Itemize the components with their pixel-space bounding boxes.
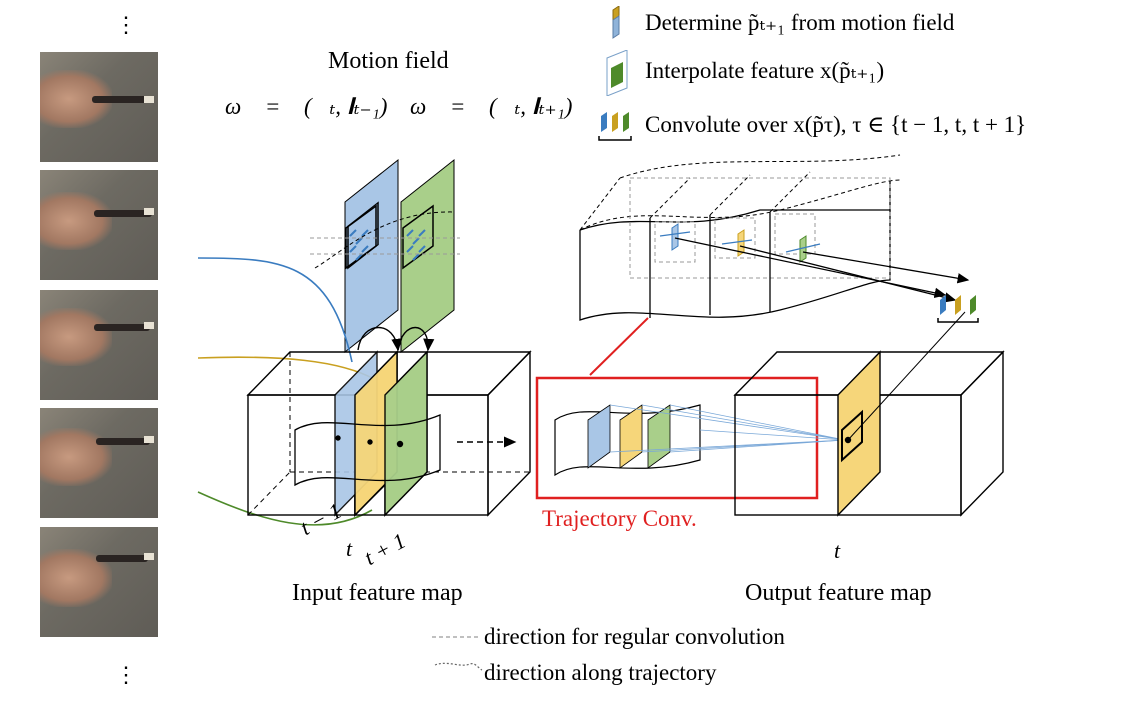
input-label-t: t bbox=[346, 536, 353, 561]
trajectory-conv-box bbox=[535, 317, 846, 500]
output-feature-map-label: Output feature map bbox=[745, 580, 932, 606]
video-frame-1 bbox=[40, 52, 158, 162]
regular-conv-legend-text: direction for regular convolution bbox=[484, 624, 785, 649]
input-feature-map-cube bbox=[246, 326, 532, 517]
output-feature-map-cube bbox=[733, 311, 1005, 517]
interpolate-icon bbox=[606, 50, 628, 96]
legend-determine-text: Determine p̃ₜ₊₁ from motion field bbox=[645, 10, 955, 35]
legend-interpolate-text: Interpolate feature x(p̃ₜ₊₁) bbox=[645, 58, 885, 83]
forward-flow-equation: ω⃗ = ℱ(𝐈ₜ, 𝐈ₜ₊₁) bbox=[410, 94, 573, 119]
input-feature-map-label: Input feature map bbox=[292, 580, 463, 606]
determine-icon bbox=[612, 6, 620, 39]
zoomed-trajectory-block bbox=[579, 154, 979, 323]
output-label-t: t bbox=[834, 538, 841, 563]
frames-bottom-ellipsis: ⋮ bbox=[115, 662, 137, 687]
video-frame-3 bbox=[40, 290, 158, 400]
motion-field-planes bbox=[310, 158, 460, 354]
video-frame-5 bbox=[40, 527, 158, 637]
convolute-icon bbox=[598, 112, 632, 141]
trajectory-line-sample bbox=[434, 662, 483, 671]
motion-field-title: Motion field bbox=[328, 48, 449, 74]
legend-convolute-text: Convolute over x(p̃τ), τ ∈ {t − 1, t, t … bbox=[645, 112, 1027, 137]
trajectory-legend-text: direction along trajectory bbox=[484, 660, 717, 685]
frames-top-ellipsis: ⋮ bbox=[115, 12, 137, 37]
video-frame-2 bbox=[40, 170, 158, 280]
backward-flow-equation: ω⃖ = ℱ(𝐈ₜ, 𝐈ₜ₋₁) bbox=[225, 94, 388, 119]
video-frame-4 bbox=[40, 408, 158, 518]
trajectory-conv-label: Trajectory Conv. bbox=[542, 506, 697, 531]
